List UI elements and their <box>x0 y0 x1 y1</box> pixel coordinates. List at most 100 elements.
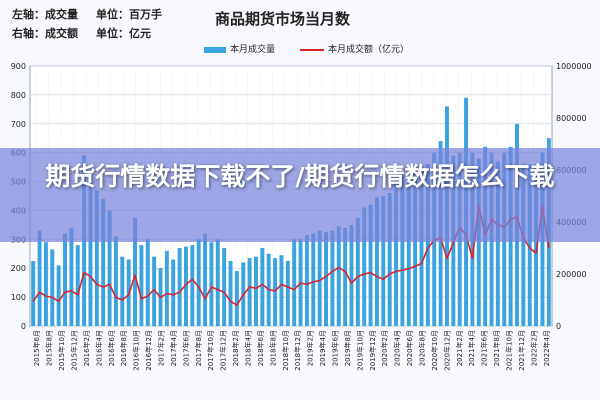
bar <box>260 248 265 326</box>
legend-line-label: 本月成交额（亿元） <box>328 45 410 55</box>
x-tick-label: 2018年2月 <box>231 330 240 366</box>
right-axis-note: 右轴：成交额 <box>12 27 78 40</box>
bar <box>336 226 341 326</box>
x-tick-label: 2021年2月 <box>455 330 464 366</box>
legend-line-swatch <box>300 48 324 51</box>
x-tick-label: 2020年8月 <box>418 330 427 366</box>
bar <box>234 271 239 326</box>
x-tick-label: 2019年2月 <box>306 330 315 366</box>
bar <box>324 232 328 326</box>
bar <box>406 181 411 326</box>
bar <box>311 233 316 326</box>
bar <box>203 233 208 326</box>
y-left-tick-label: 700 <box>11 120 26 129</box>
bar <box>101 198 106 326</box>
bar <box>425 164 430 326</box>
bar <box>107 210 112 326</box>
x-tick-label: 2018年10月 <box>281 330 290 371</box>
bar <box>56 265 61 326</box>
bar <box>139 245 144 326</box>
bar <box>177 248 182 326</box>
x-tick-label: 2018年12月 <box>293 330 302 371</box>
bar <box>209 242 214 326</box>
x-tick-label: 2021年6月 <box>480 330 489 366</box>
bar <box>495 161 500 326</box>
x-tick-label: 2017年10月 <box>206 330 215 371</box>
x-tick-label: 2021年4月 <box>467 330 476 366</box>
bar <box>152 256 157 326</box>
bar <box>171 259 176 326</box>
bar <box>196 239 201 326</box>
x-tick-label: 2017年4月 <box>169 330 178 366</box>
x-tick-label: 2022年4月 <box>542 330 551 366</box>
x-tick-label: 2016年8月 <box>119 330 128 366</box>
x-tick-label: 2021年12月 <box>517 330 526 371</box>
bar <box>374 197 379 326</box>
bar <box>183 246 188 326</box>
x-tick-label: 2017年2月 <box>157 330 166 366</box>
bar <box>190 245 195 326</box>
bar <box>349 224 354 326</box>
bar <box>343 227 348 326</box>
x-tick-label: 2020年12月 <box>442 330 451 371</box>
axis-layer: 0100200300400500600700800900020000040000… <box>11 62 592 371</box>
chart-title: 商品期货市场当月数 <box>215 10 351 28</box>
bar <box>88 175 93 326</box>
x-tick-label: 2015年8月 <box>45 330 54 366</box>
bar <box>222 248 227 326</box>
bar <box>476 158 481 326</box>
x-tick-label: 2017年6月 <box>181 330 190 366</box>
x-tick-label: 2018年8月 <box>268 330 277 366</box>
bar <box>120 256 125 326</box>
x-tick-label: 2016年12月 <box>144 330 153 371</box>
x-tick-label: 2015年10月 <box>57 330 66 371</box>
y-left-tick-label: 800 <box>11 91 26 100</box>
bar <box>292 239 297 326</box>
bar <box>145 239 150 326</box>
bar <box>50 249 55 326</box>
x-tick-label: 2017年8月 <box>194 330 203 366</box>
y-left-tick-label: 0 <box>21 322 26 331</box>
bar <box>37 230 42 326</box>
overlay-title: 期货行情数据下载不了/期货行情数据怎么下载 <box>45 162 555 191</box>
bar <box>69 227 74 326</box>
x-tick-label: 2019年4月 <box>318 330 327 366</box>
x-tick-label: 2019年10月 <box>355 330 364 371</box>
bar <box>273 258 278 326</box>
bar <box>368 204 373 326</box>
right-unit-note: 单位：亿元 <box>96 27 151 40</box>
x-tick-label: 2020年4月 <box>393 330 402 366</box>
bar <box>285 261 290 326</box>
y-left-tick-label: 200 <box>11 264 26 273</box>
x-tick-label: 2015年6月 <box>32 330 41 366</box>
legend-bar-swatch <box>204 46 226 53</box>
x-tick-label: 2020年2月 <box>380 330 389 366</box>
legend-bar-label: 本月成交量 <box>230 45 276 55</box>
bar <box>113 236 118 326</box>
bar <box>304 235 309 326</box>
y-right-tick-label: 0 <box>556 322 561 331</box>
x-tick-label: 2016年4月 <box>94 330 103 366</box>
bar <box>63 233 67 326</box>
bar <box>534 164 539 326</box>
bar <box>330 230 335 326</box>
bar <box>254 256 258 326</box>
bar <box>279 255 284 326</box>
x-tick-label: 2019年8月 <box>343 330 352 366</box>
bar <box>228 261 233 326</box>
title-overlay-banner: 期货行情数据下载不了/期货行情数据怎么下载 <box>0 148 600 242</box>
bar <box>317 230 322 326</box>
y-right-tick-label: 1000000 <box>556 62 592 71</box>
bar <box>413 167 418 326</box>
bar <box>247 258 252 326</box>
bar <box>362 207 367 326</box>
legend-bar-series: 本月成交量 <box>204 42 275 55</box>
y-left-tick-label: 900 <box>11 62 26 71</box>
bar <box>75 245 80 326</box>
x-tick-label: 2018年4月 <box>244 330 253 366</box>
x-tick-label: 2017年12月 <box>219 330 228 371</box>
bar <box>527 164 532 326</box>
bar <box>43 242 48 326</box>
bar <box>394 181 399 326</box>
